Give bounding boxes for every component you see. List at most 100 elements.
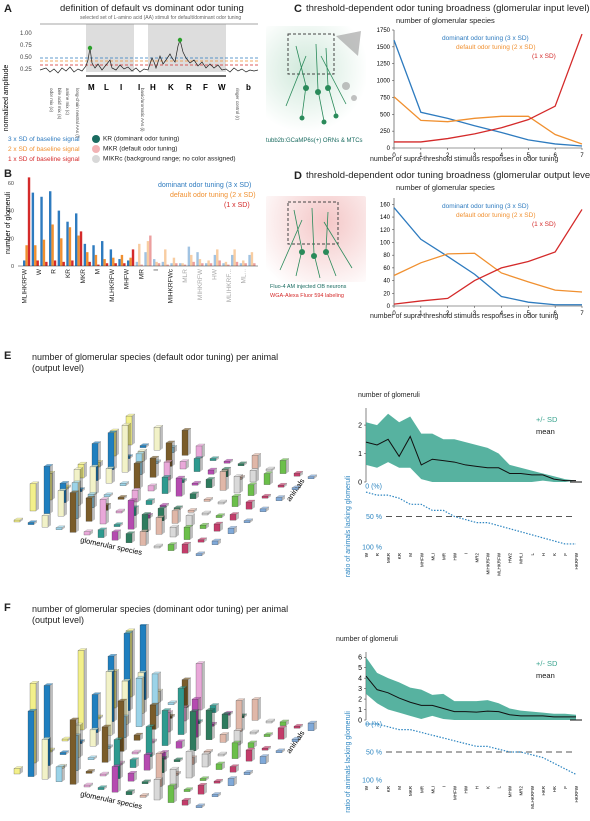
bar-top [185, 513, 196, 516]
peak-marker [177, 37, 183, 43]
bar-side [128, 678, 131, 725]
3d-bar [181, 428, 192, 456]
xtick-label: 4 [500, 311, 504, 317]
bar-side [108, 503, 111, 511]
bar-top [57, 488, 68, 491]
F-right-ylabel: number of glomeruli [336, 636, 398, 643]
ytick-label: 500 [380, 112, 391, 118]
bar-top [217, 499, 228, 503]
bar-top [151, 671, 162, 675]
bar-top [59, 481, 70, 484]
3d-bar [153, 543, 164, 549]
3d-bar [169, 525, 180, 538]
bar [181, 263, 184, 266]
3d-bar [69, 490, 80, 533]
ratio-tick: 0 (%) [365, 484, 382, 491]
bar-top [177, 686, 188, 689]
x-tick-label: MR [441, 552, 446, 560]
bar-side [152, 724, 155, 757]
A-legend2-kr: KR (dominant odor tuning) [92, 135, 179, 143]
stim-letter: W [218, 83, 226, 92]
bar-top [87, 755, 98, 758]
3d-bar [145, 724, 156, 757]
neuron-illustration [279, 201, 353, 279]
panel-B-chart: number of glomeruli MLIHKRFW W R KR MKR M MLHK… [5, 177, 258, 303]
bar [62, 261, 65, 266]
x-tick-label: MHW [508, 785, 513, 797]
panel-A-label: A [4, 3, 12, 15]
x-tick-label: MHFW [124, 268, 131, 289]
3d-bar [205, 477, 216, 488]
3d-bar [89, 464, 100, 495]
3d-bar [163, 459, 174, 481]
3d-bar [123, 631, 134, 711]
panel-D-image-caption-1: Fluo-4 AM injected OB neurons [270, 284, 347, 290]
x-tick-label: MIHKRFWc [168, 268, 175, 303]
bar-side [300, 471, 303, 477]
series-line [394, 33, 583, 143]
3d-bar [167, 700, 178, 705]
3d-bar [231, 740, 242, 759]
bar-side [166, 503, 169, 508]
panel-D-ylabel: number of glomerular species [396, 183, 495, 192]
3d-bar [217, 751, 228, 757]
bar-top [149, 456, 160, 459]
3d-bar [263, 471, 274, 485]
bar-side [122, 509, 125, 513]
bar-side [300, 724, 303, 729]
bar-face [233, 476, 241, 494]
3d-bar [219, 469, 230, 491]
bar-top [173, 757, 184, 760]
bar-top [101, 724, 112, 728]
3d-bar [293, 724, 304, 729]
bar-top [243, 770, 254, 773]
3d-bar [197, 783, 208, 795]
bar [209, 263, 213, 266]
3d-bar [173, 757, 184, 762]
bar-side [64, 488, 67, 517]
bar-side [254, 482, 257, 496]
bar [196, 252, 199, 266]
bar-top [221, 712, 232, 715]
bar-face [83, 531, 91, 536]
bar-side [168, 475, 171, 494]
bar-side [224, 500, 227, 504]
bar-side [142, 451, 145, 475]
bar-face [27, 522, 35, 525]
ratio-tick: 50 % [366, 750, 382, 757]
bar-top [293, 724, 304, 727]
bar-side [114, 654, 117, 722]
bar-top [27, 520, 38, 523]
bar-top [139, 793, 150, 796]
bar-top [125, 413, 136, 417]
bar-face [185, 515, 193, 527]
x-tick-label: M [94, 269, 101, 274]
bar-face [291, 739, 299, 742]
bar-face [125, 533, 133, 543]
x-tick-label: I [463, 553, 468, 554]
x-tick-label: H [541, 553, 546, 556]
bar-side [108, 724, 111, 763]
3d-bar [203, 497, 214, 502]
bar-side [34, 709, 37, 777]
bar [23, 260, 26, 266]
x-tick-label: R [375, 552, 380, 556]
bar-side [20, 766, 23, 774]
bar-side [212, 708, 215, 740]
3d-bar [41, 513, 52, 528]
bar-side [76, 490, 79, 533]
bar-side [216, 456, 219, 461]
bar-top [243, 518, 254, 521]
x-tick-label: MKR [386, 552, 391, 563]
x-tick-label: HKR [541, 785, 546, 795]
bar-side [218, 538, 221, 545]
bar-top [149, 702, 160, 706]
x-tick-label: MHFW [452, 785, 457, 800]
bar-top [293, 471, 304, 474]
bar [42, 239, 46, 266]
panel-F-title: number of glomerular species (dominant o… [32, 604, 289, 614]
bar-side [150, 513, 153, 519]
bar [201, 263, 204, 266]
bar-top [279, 458, 290, 461]
3d-bar [147, 483, 158, 492]
